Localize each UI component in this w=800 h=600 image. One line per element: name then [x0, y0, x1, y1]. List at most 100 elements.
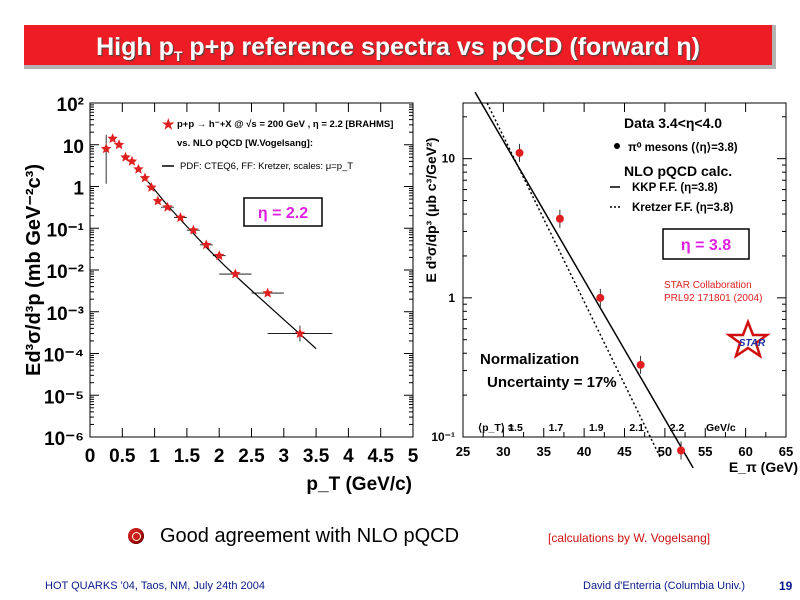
- right-y-axis-label: E d³σ/dp³ (μb c³/GeV²): [423, 138, 439, 283]
- right-collab: STAR Collaboration: [664, 280, 752, 291]
- left-legend-entry-pdf: PDF: CTEQ6, FF: Kretzer, scales: μ=p_T: [180, 161, 353, 172]
- right-pqcd-lines: [474, 91, 694, 469]
- right-pt-value: 2.1: [629, 422, 644, 434]
- left-x-tick-label: 2.5: [238, 446, 265, 467]
- left-data-point: [146, 181, 157, 192]
- right-pt-value: 1.7: [549, 422, 564, 434]
- right-pt-value: 1.5: [508, 422, 523, 434]
- calculation-credit: [calculations by W. Vogelsang]: [548, 531, 711, 545]
- left-x-axis-label: p_T (GeV/c): [306, 474, 412, 495]
- left-x-tick-label: 1: [149, 446, 160, 467]
- left-data-point: [100, 143, 112, 154]
- left-data-point: [262, 287, 273, 298]
- left-y-tick-label: 10²: [57, 95, 84, 116]
- left-chart: 10² 10 1 10⁻¹ 10⁻² 10⁻³ 10⁻⁴ 10⁻⁵ 10⁻⁶ 0 0.5 1 1.5 2…: [23, 95, 419, 495]
- star-logo-shape: [725, 318, 771, 359]
- right-kretzer-line: [486, 102, 662, 459]
- left-x-tick-label: 4.5: [367, 446, 394, 467]
- right-x-tick-labels: 25 30 35 40 45 50 55 60 65: [456, 444, 793, 459]
- bullet-icon: [128, 528, 144, 544]
- right-y-tick-labels: 10 1 10⁻¹: [431, 152, 455, 444]
- left-y-tick-label: 10⁻⁴: [43, 346, 84, 367]
- left-x-tick-label: 1.5: [174, 446, 201, 467]
- right-ref: PRL92 171801 (2004): [664, 293, 762, 304]
- left-legend-entry-data: p+p → h⁻+X @ √s = 200 GeV , η = 2.2 [BRA…: [177, 119, 393, 130]
- bullet-text: Good agreement with NLO pQCD: [160, 525, 460, 547]
- right-pt-value: 2.2: [670, 422, 685, 434]
- left-y-tick-labels: 10² 10 1 10⁻¹ 10⁻² 10⁻³ 10⁻⁴ 10⁻⁵ 10⁻⁶: [43, 95, 84, 450]
- right-y-tick-label: 10: [442, 152, 456, 166]
- right-x-tick-label: 35: [537, 444, 551, 459]
- left-x-tick-label: 3.5: [303, 446, 330, 467]
- right-norm-line2: Uncertainty = 17%: [487, 374, 617, 391]
- right-pt-label: ⟨p_T⟩ =: [478, 422, 514, 434]
- left-data-point: [188, 224, 199, 235]
- left-x-tick-label: 0.5: [109, 446, 136, 467]
- left-legend-marker: ★: [162, 116, 175, 132]
- left-data-points: [100, 133, 333, 342]
- left-data-point: [120, 151, 131, 162]
- left-y-tick-label: 10⁻¹: [47, 220, 85, 241]
- left-legend: ★ p+p → h⁻+X @ √s = 200 GeV , η = 2.2 [B…: [162, 116, 393, 172]
- left-y-tick-label: 1: [73, 179, 84, 200]
- left-data-point: [175, 212, 186, 222]
- right-x-tick-label: 30: [496, 444, 510, 459]
- left-x-tick-labels: 0 0.5 1 1.5 2 2.5 3 3.5 4 4.5 5: [85, 446, 419, 467]
- right-y-tick-label: 1: [448, 291, 455, 305]
- left-x-tick-label: 0: [85, 446, 96, 467]
- right-pt-row: ⟨p_T⟩ = GeV/c 1.5 1.7 1.9 2.1 2.2: [478, 422, 736, 434]
- right-eta-box: [662, 228, 750, 260]
- star-logo: STAR: [725, 318, 771, 359]
- right-kkp-line: [474, 91, 694, 469]
- left-data-point: [126, 155, 138, 166]
- right-x-tick-label: 45: [617, 444, 631, 459]
- left-data-point: [214, 250, 225, 261]
- right-x-tick-label: 65: [779, 444, 793, 459]
- left-eta-annotation: η = 2.2: [258, 205, 308, 222]
- left-y-tick-label: 10: [63, 137, 84, 158]
- left-x-tick-label: 4: [343, 446, 354, 467]
- right-data-point: [596, 293, 605, 302]
- right-data-point: [515, 148, 524, 157]
- footer-author: David d'Enterria (Columbia Univ.): [583, 580, 746, 592]
- footer-conference: HOT QUARKS '04, Taos, NM, July 24th 2004: [45, 580, 265, 592]
- left-legend-entry-calc: vs. NLO pQCD [W.Vogelsang]:: [177, 138, 313, 149]
- left-data-point: [152, 195, 164, 206]
- left-x-tick-label: 2: [214, 446, 225, 467]
- left-data-point: [113, 139, 125, 150]
- right-ticks: [462, 103, 787, 438]
- right-x-tick-label: 55: [698, 444, 712, 459]
- left-data-point: [162, 201, 173, 212]
- left-frame: [89, 102, 414, 438]
- left-data-point: [201, 239, 212, 250]
- right-pt-value: 1.9: [589, 422, 604, 434]
- left-data-point: [133, 163, 144, 174]
- right-data-point: [677, 446, 686, 455]
- page-number: 19: [779, 579, 793, 593]
- right-chart: 25 30 35 40 45 50 55 60 65 10 1 10⁻¹ E d³σ/dp³ (μb…: [423, 91, 798, 475]
- left-x-tick-label: 5: [408, 446, 419, 467]
- right-x-axis-label: E_π (GeV): [729, 459, 798, 475]
- right-x-tick-label: 40: [577, 444, 591, 459]
- right-legend-header: Data 3.4<η<4.0: [624, 115, 722, 131]
- right-legend-calc-header: NLO pQCD calc.: [624, 163, 732, 179]
- left-y-tick-label: 10⁻²: [47, 262, 85, 283]
- right-data-points: [515, 143, 686, 460]
- left-x-tick-label: 3: [279, 446, 290, 467]
- right-legend: Data 3.4<η<4.0 π⁰ mesons (⟨η⟩=3.8) NLO p…: [610, 115, 738, 214]
- right-legend-data: π⁰ mesons (⟨η⟩=3.8): [628, 141, 738, 154]
- left-data-point: [139, 172, 151, 183]
- right-norm-label: Normalization Uncertainty = 17%: [480, 351, 617, 391]
- right-data-point: [636, 360, 645, 369]
- right-legend-marker: [614, 143, 620, 149]
- title-bar: High pT p+p reference spectra vs pQCD (f…: [24, 25, 776, 69]
- right-x-tick-label: 50: [658, 444, 672, 459]
- right-pt-unit: GeV/c: [706, 422, 736, 434]
- left-y-tick-label: 10⁻⁶: [44, 429, 84, 450]
- left-eta-box: [243, 197, 323, 227]
- right-legend-kkp: KKP F.F. (η=3.8): [632, 182, 718, 194]
- left-data-point: [294, 328, 306, 338]
- left-data-point: [107, 133, 118, 144]
- right-legend-kretzer: Kretzer F.F. (η=3.8): [632, 202, 733, 214]
- right-norm-line1: Normalization: [480, 351, 579, 368]
